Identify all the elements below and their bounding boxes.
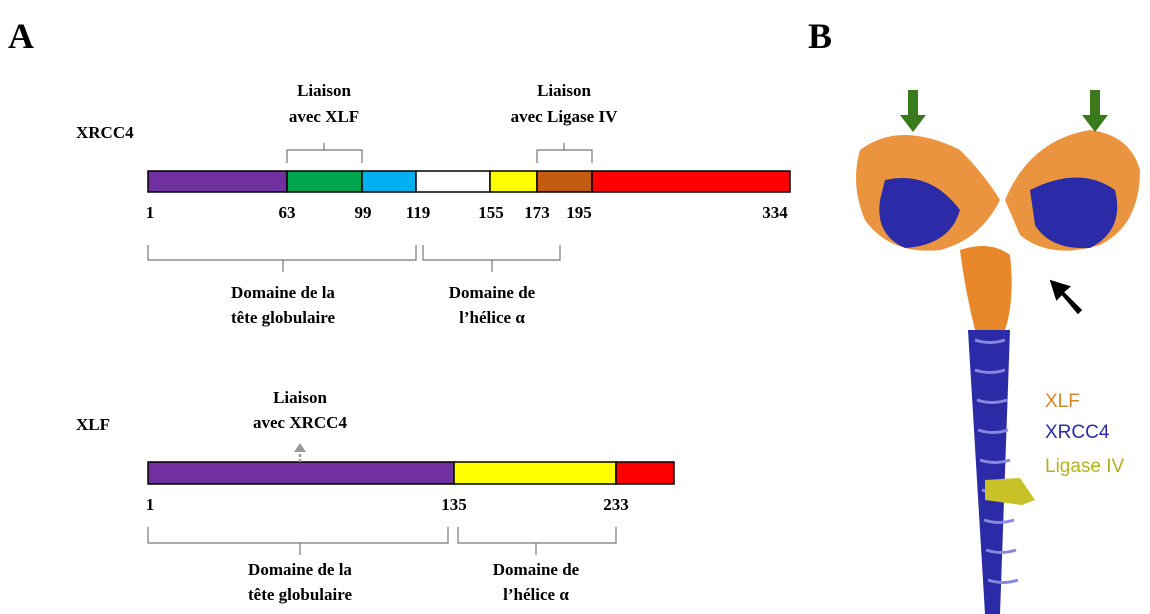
segment [148, 462, 454, 484]
bracket [537, 143, 592, 163]
segment [490, 171, 537, 192]
position: 63 [279, 203, 296, 222]
annotation: Liaison [273, 388, 327, 407]
position: 1 [146, 495, 155, 514]
domain-label: tête globulaire [231, 308, 335, 327]
domain-label: Domaine de la [248, 560, 352, 579]
domain-label: Domaine de [449, 283, 536, 302]
arrow-head [294, 443, 306, 452]
xrcc4-bar [148, 171, 790, 192]
segment [537, 171, 592, 192]
bracket [423, 245, 560, 272]
legend-entry: Ligase IV [1045, 456, 1125, 477]
annotation: avec XRCC4 [253, 413, 347, 432]
position: 99 [355, 203, 372, 222]
position: 195 [566, 203, 592, 222]
position: 233 [603, 495, 629, 514]
position: 155 [478, 203, 504, 222]
domain-label: Domaine de la [231, 283, 335, 302]
figure: A XRCC4 1 63 99 119 155 173 195 334 Liai… [0, 0, 1150, 614]
domain-label: l’hélice α [459, 308, 525, 327]
segment [616, 462, 674, 484]
domain-label: l’hélice α [503, 585, 569, 604]
panel-label: A [8, 16, 34, 56]
protein-name: XLF [76, 415, 110, 434]
legend-entry: XRCC4 [1045, 422, 1110, 443]
segment [416, 171, 490, 192]
bracket [148, 245, 416, 272]
domain-label: Domaine de [493, 560, 580, 579]
position: 334 [762, 203, 788, 222]
annotation: avec Ligase IV [511, 107, 618, 126]
protein-structure [856, 130, 1140, 614]
segment [148, 171, 287, 192]
segment [454, 462, 616, 484]
bracket [287, 143, 362, 163]
position: 119 [406, 203, 431, 222]
xlf-bar [148, 462, 674, 484]
position: 1 [146, 203, 155, 222]
bracket [458, 527, 616, 555]
segment [362, 171, 416, 192]
domain-label: tête globulaire [248, 585, 352, 604]
bracket [148, 527, 448, 555]
annotation: avec XLF [289, 107, 359, 126]
legend-entry: XLF [1045, 391, 1080, 412]
segment [287, 171, 362, 192]
position: 135 [441, 495, 467, 514]
annotation: Liaison [297, 81, 351, 100]
segment [592, 171, 790, 192]
panel-label: B [808, 16, 832, 56]
position: 173 [524, 203, 550, 222]
annotation: Liaison [537, 81, 591, 100]
protein-name: XRCC4 [76, 123, 134, 142]
